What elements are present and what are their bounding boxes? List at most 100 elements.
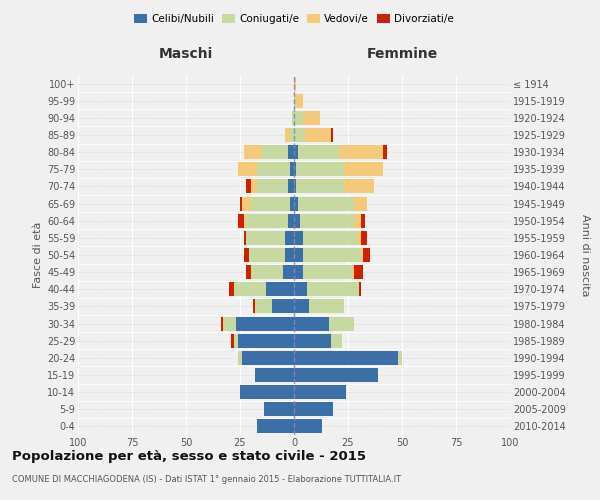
Bar [294, 128, 305, 142]
Bar [233, 334, 238, 347]
Bar [331, 334, 341, 347]
Bar [290, 196, 294, 210]
Bar [296, 94, 302, 108]
Bar [238, 214, 244, 228]
Bar [247, 265, 251, 279]
Bar [238, 334, 294, 347]
Bar [286, 128, 290, 142]
Bar [355, 265, 363, 279]
Bar [361, 248, 363, 262]
Bar [294, 94, 296, 108]
Y-axis label: Fasce di età: Fasce di età [32, 222, 43, 288]
Bar [255, 300, 272, 314]
Bar [264, 402, 294, 416]
Bar [244, 231, 247, 245]
Bar [340, 145, 383, 159]
Bar [294, 231, 302, 245]
Bar [363, 248, 370, 262]
Bar [244, 145, 262, 159]
Bar [266, 282, 294, 296]
Bar [383, 145, 387, 159]
Bar [286, 248, 294, 262]
Bar [294, 111, 302, 125]
Bar [344, 180, 374, 194]
Bar [257, 162, 290, 176]
Bar [398, 351, 402, 365]
Bar [290, 128, 294, 142]
Bar [238, 351, 242, 365]
Bar [294, 265, 302, 279]
Bar [242, 351, 294, 365]
Bar [331, 128, 333, 142]
Legend: Celibi/Nubili, Coniugati/e, Vedovi/e, Divorziati/e: Celibi/Nubili, Coniugati/e, Vedovi/e, Di… [130, 10, 458, 29]
Bar [240, 196, 242, 210]
Bar [294, 76, 296, 90]
Bar [287, 180, 294, 194]
Bar [290, 162, 294, 176]
Bar [294, 196, 298, 210]
Bar [257, 180, 287, 194]
Bar [356, 231, 361, 245]
Bar [262, 145, 287, 159]
Bar [257, 420, 294, 434]
Bar [355, 196, 367, 210]
Bar [294, 145, 298, 159]
Bar [253, 300, 255, 314]
Bar [294, 385, 346, 399]
Bar [296, 180, 344, 194]
Bar [361, 214, 365, 228]
Bar [309, 300, 344, 314]
Bar [287, 145, 294, 159]
Bar [294, 162, 296, 176]
Bar [294, 402, 333, 416]
Bar [229, 282, 233, 296]
Bar [247, 231, 286, 245]
Bar [361, 231, 367, 245]
Bar [298, 145, 340, 159]
Bar [223, 316, 236, 330]
Text: Maschi: Maschi [159, 48, 213, 62]
Bar [251, 265, 283, 279]
Bar [242, 196, 251, 210]
Bar [294, 316, 329, 330]
Bar [296, 162, 344, 176]
Bar [294, 180, 296, 194]
Bar [287, 214, 294, 228]
Bar [302, 111, 320, 125]
Bar [294, 248, 302, 262]
Text: Popolazione per età, sesso e stato civile - 2015: Popolazione per età, sesso e stato civil… [12, 450, 366, 463]
Bar [294, 334, 331, 347]
Text: Femmine: Femmine [367, 48, 437, 62]
Bar [355, 214, 361, 228]
Bar [248, 248, 286, 262]
Bar [251, 196, 290, 210]
Bar [272, 300, 294, 314]
Bar [294, 282, 307, 296]
Bar [302, 265, 352, 279]
Bar [247, 180, 251, 194]
Bar [359, 282, 361, 296]
Bar [221, 316, 223, 330]
Bar [255, 368, 294, 382]
Bar [294, 300, 309, 314]
Bar [244, 248, 248, 262]
Bar [301, 214, 355, 228]
Bar [233, 282, 266, 296]
Bar [251, 180, 257, 194]
Bar [292, 111, 294, 125]
Bar [307, 282, 359, 296]
Bar [302, 231, 356, 245]
Bar [247, 214, 287, 228]
Bar [294, 368, 378, 382]
Bar [305, 128, 331, 142]
Bar [329, 316, 355, 330]
Bar [352, 265, 355, 279]
Bar [298, 196, 355, 210]
Bar [294, 420, 322, 434]
Y-axis label: Anni di nascita: Anni di nascita [580, 214, 590, 296]
Bar [344, 162, 383, 176]
Bar [294, 214, 301, 228]
Bar [240, 385, 294, 399]
Bar [283, 265, 294, 279]
Bar [286, 231, 294, 245]
